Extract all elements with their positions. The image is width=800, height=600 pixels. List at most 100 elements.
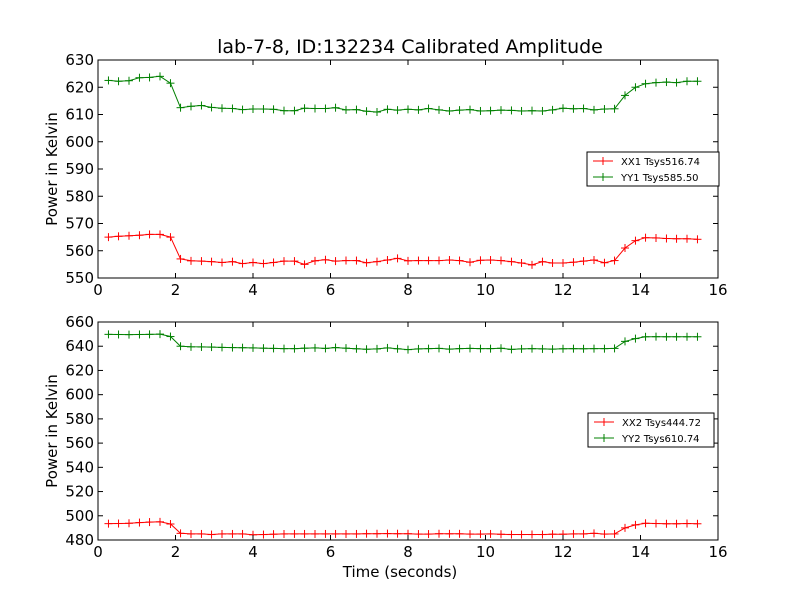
series-1-2 bbox=[104, 72, 702, 117]
data-point bbox=[579, 104, 588, 113]
data-point bbox=[269, 344, 278, 353]
data-point bbox=[393, 344, 402, 353]
data-point bbox=[538, 344, 547, 353]
data-point bbox=[476, 106, 485, 115]
data-point bbox=[424, 344, 433, 353]
data-point bbox=[641, 79, 650, 88]
data-point bbox=[187, 256, 195, 265]
y-tick-label: 600 bbox=[65, 133, 94, 151]
data-point bbox=[445, 106, 454, 115]
chart-panel-2: 0 2 4 6 8 10 12 14 16 480 500 520 540 560 580 600 620 640… bbox=[43, 313, 728, 581]
x-tick-label: 16 bbox=[708, 281, 727, 299]
data-point bbox=[197, 342, 206, 351]
data-point bbox=[683, 234, 691, 243]
data-point bbox=[621, 523, 629, 532]
data-point bbox=[528, 260, 536, 269]
data-point bbox=[414, 530, 423, 539]
data-point bbox=[373, 108, 381, 117]
data-point bbox=[486, 344, 495, 353]
data-point bbox=[466, 530, 474, 539]
data-point bbox=[373, 529, 381, 538]
data-point bbox=[352, 105, 361, 114]
data-point bbox=[135, 518, 144, 527]
data-point bbox=[300, 104, 309, 113]
data-point bbox=[600, 258, 609, 267]
data-point bbox=[445, 256, 454, 265]
y-tick-label: 570 bbox=[65, 215, 94, 233]
data-point bbox=[114, 232, 123, 241]
data-point bbox=[683, 519, 691, 528]
series-2-1 bbox=[104, 517, 702, 539]
data-point bbox=[228, 104, 237, 113]
data-point bbox=[631, 520, 640, 529]
data-point bbox=[497, 106, 505, 115]
data-point bbox=[321, 255, 330, 264]
data-point bbox=[311, 256, 319, 265]
data-point bbox=[342, 105, 350, 114]
data-point bbox=[290, 529, 299, 538]
data-point bbox=[393, 254, 402, 263]
data-point bbox=[652, 78, 660, 87]
data-point bbox=[476, 256, 485, 265]
data-point bbox=[300, 344, 309, 353]
data-point bbox=[187, 342, 195, 351]
data-point bbox=[559, 259, 567, 268]
data-point bbox=[280, 257, 288, 266]
data-point bbox=[145, 518, 154, 527]
data-point bbox=[218, 529, 226, 538]
data-point bbox=[259, 530, 268, 539]
data-point bbox=[135, 73, 144, 82]
data-point bbox=[207, 257, 216, 266]
x-tick-label: 6 bbox=[326, 543, 336, 561]
data-point bbox=[269, 105, 278, 114]
data-point bbox=[125, 231, 133, 240]
data-point bbox=[114, 77, 123, 86]
x-tick-label: 2 bbox=[171, 281, 181, 299]
data-point bbox=[497, 530, 505, 539]
x-tick-label: 10 bbox=[476, 543, 495, 561]
data-point bbox=[290, 344, 299, 353]
data-point bbox=[517, 344, 526, 353]
data-point bbox=[104, 76, 113, 85]
data-point bbox=[559, 104, 567, 113]
data-point bbox=[176, 103, 185, 112]
data-point bbox=[455, 344, 464, 353]
y-tick-label: 620 bbox=[65, 78, 94, 96]
data-point bbox=[579, 529, 588, 538]
data-point bbox=[135, 330, 144, 339]
data-point bbox=[187, 529, 195, 538]
data-point bbox=[672, 519, 681, 528]
data-point bbox=[662, 519, 671, 528]
data-point bbox=[497, 256, 505, 265]
data-point bbox=[672, 332, 681, 341]
data-point bbox=[445, 345, 454, 354]
data-point bbox=[238, 343, 247, 352]
x-tick-label: 2 bbox=[171, 543, 181, 561]
data-point bbox=[455, 256, 464, 265]
data-point bbox=[228, 257, 237, 266]
y-tick-label: 540 bbox=[65, 458, 94, 476]
data-point bbox=[125, 76, 133, 85]
y-tick-label: 480 bbox=[65, 531, 94, 549]
data-point bbox=[693, 332, 702, 341]
legend: XX1 Tsys516.74 YY1 Tsys585.50 bbox=[586, 151, 720, 187]
data-point bbox=[383, 343, 392, 352]
data-point bbox=[156, 230, 164, 239]
data-point bbox=[166, 79, 175, 88]
data-point bbox=[631, 334, 640, 343]
data-point bbox=[362, 345, 371, 354]
data-point bbox=[548, 530, 557, 539]
data-point bbox=[548, 105, 557, 114]
data-point bbox=[507, 106, 516, 115]
chart-title: lab-7-8, ID:132234 Calibrated Amplitude bbox=[217, 36, 603, 58]
data-point bbox=[641, 332, 650, 341]
data-point bbox=[424, 104, 433, 113]
data-point bbox=[538, 106, 547, 115]
data-point bbox=[424, 256, 433, 265]
data-point bbox=[331, 343, 340, 352]
data-point bbox=[342, 529, 350, 538]
data-point bbox=[652, 233, 660, 242]
data-point bbox=[466, 258, 474, 267]
data-point bbox=[352, 529, 361, 538]
